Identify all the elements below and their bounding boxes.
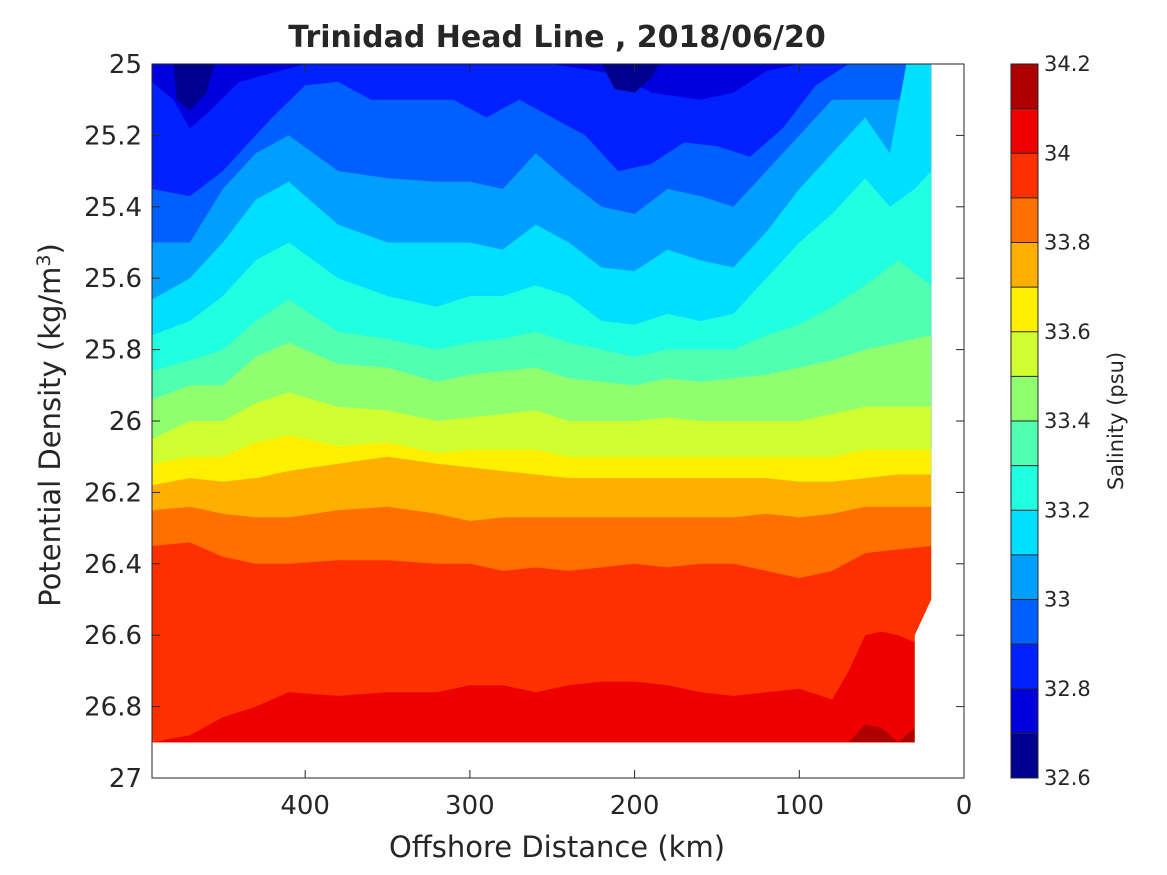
colorbar-label: Salinity (psu) — [1104, 352, 1128, 490]
colorbar-swatch — [1011, 153, 1038, 198]
x-tick-label: 400 — [280, 791, 330, 821]
colorbar-swatch — [1011, 197, 1038, 243]
chart-title: Trinidad Head Line , 2018/06/20 — [288, 20, 825, 55]
contour-band-34-1 — [848, 724, 915, 743]
y-tick-label: 26.8 — [84, 693, 142, 723]
colorbar-swatch — [1011, 421, 1038, 466]
y-axis-label-main: Potential Density (kg/m — [33, 267, 67, 607]
y-axis-label-superscript: 3 — [33, 254, 55, 266]
contour-band-34 — [152, 631, 932, 743]
colorbar-swatch — [1011, 688, 1038, 734]
colorbar-tick-label: 34.2 — [1044, 52, 1091, 76]
y-tick-label: 26.6 — [84, 621, 142, 651]
colorbar-swatch — [1011, 64, 1038, 109]
colorbar-tick-label: 33.8 — [1044, 231, 1091, 255]
colorbar-swatch — [1011, 108, 1038, 154]
colorbar-swatch — [1011, 331, 1038, 377]
y-tick-label: 25 — [109, 50, 142, 80]
contour-core-0 — [173, 64, 215, 111]
y-tick-label: 26.2 — [84, 478, 142, 508]
colorbar-swatch — [1011, 644, 1038, 689]
y-tick-label: 25.2 — [84, 121, 142, 151]
colorbar-swatch — [1011, 510, 1038, 555]
axes-layer: 400 300 200 100 0 25 25.2 25.4 25.6 25.8 26 26.2 26.… — [84, 50, 972, 821]
colorbar-tick-label: 33.4 — [1044, 409, 1091, 433]
contour-core-1 — [601, 64, 660, 93]
y-tick-label: 27 — [109, 764, 142, 794]
colorbar-swatch — [1011, 287, 1038, 332]
colorbar-swatch — [1011, 733, 1038, 778]
colorbar-tick-label: 34 — [1044, 141, 1071, 165]
colorbar-tick-label: 33.6 — [1044, 320, 1091, 344]
y-axis-label-close: ) — [33, 243, 67, 254]
colorbar-swatch — [1011, 242, 1038, 288]
y-tick-label: 25.8 — [84, 336, 142, 366]
x-tick-label: 0 — [956, 791, 973, 821]
x-tick-label: 100 — [774, 791, 824, 821]
colorbar: 32.6 32.8 33 33.2 33.4 33.6 33.8 34 34.2 — [1010, 52, 1091, 790]
colorbar-tick-label: 32.8 — [1044, 677, 1091, 701]
y-tick-label: 25.4 — [84, 193, 142, 223]
colorbar-tick-label: 33 — [1044, 588, 1071, 612]
colorbar-tick-label: 32.6 — [1044, 766, 1091, 790]
x-tick-label: 200 — [610, 791, 660, 821]
x-axis-label: Offshore Distance (km) — [389, 830, 725, 864]
colorbar-swatch — [1011, 599, 1038, 645]
colorbar-swatch — [1011, 376, 1038, 421]
y-tick-label: 26.4 — [84, 550, 142, 580]
colorbar-tick-label: 33.2 — [1044, 498, 1091, 522]
x-tick-label: 300 — [445, 791, 495, 821]
colorbar-swatch — [1011, 465, 1038, 511]
y-tick-label: 25.6 — [84, 264, 142, 294]
colorbar-swatch — [1011, 554, 1038, 600]
y-axis-label: Potential Density (kg/m3) — [33, 243, 67, 607]
contour-layer — [152, 64, 932, 743]
y-tick-label: 26 — [109, 407, 142, 437]
